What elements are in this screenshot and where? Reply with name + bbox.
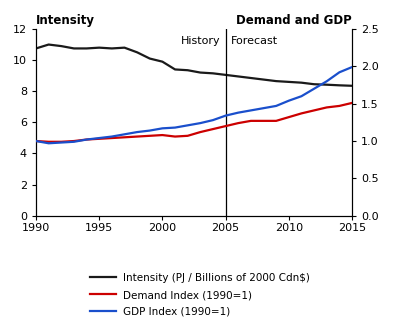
Text: Demand and GDP: Demand and GDP xyxy=(236,14,352,27)
Text: Intensity: Intensity xyxy=(36,14,95,27)
Legend: Intensity (PJ / Billions of 2000 Cdn$), Demand Index (1990=1), GDP Index (1990=1: Intensity (PJ / Billions of 2000 Cdn$), … xyxy=(90,273,310,317)
Text: History: History xyxy=(181,36,220,46)
Text: Forecast: Forecast xyxy=(231,36,278,46)
